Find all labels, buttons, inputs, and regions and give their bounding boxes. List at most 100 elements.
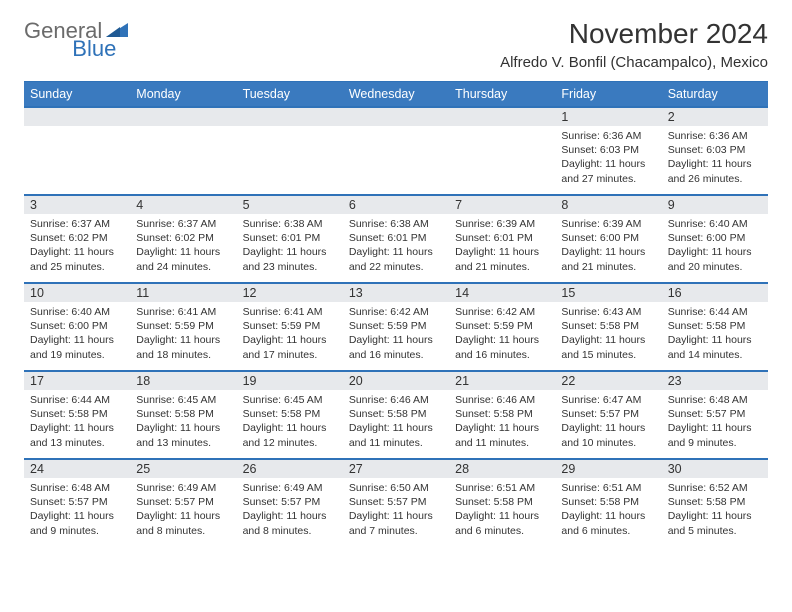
- day-number: 27: [343, 460, 449, 478]
- calendar-cell: 13Sunrise: 6:42 AMSunset: 5:59 PMDayligh…: [343, 283, 449, 371]
- day-content: Sunrise: 6:50 AMSunset: 5:57 PMDaylight:…: [343, 478, 449, 542]
- calendar-week: 1Sunrise: 6:36 AMSunset: 6:03 PMDaylight…: [24, 107, 768, 195]
- day-content: Sunrise: 6:45 AMSunset: 5:58 PMDaylight:…: [237, 390, 343, 454]
- day-content: Sunrise: 6:37 AMSunset: 6:02 PMDaylight:…: [130, 214, 236, 278]
- day-number: 25: [130, 460, 236, 478]
- day-content: Sunrise: 6:48 AMSunset: 5:57 PMDaylight:…: [662, 390, 768, 454]
- calendar-cell: 28Sunrise: 6:51 AMSunset: 5:58 PMDayligh…: [449, 459, 555, 547]
- day-number-empty: [24, 108, 130, 126]
- day-content: Sunrise: 6:41 AMSunset: 5:59 PMDaylight:…: [237, 302, 343, 366]
- calendar-cell: 22Sunrise: 6:47 AMSunset: 5:57 PMDayligh…: [555, 371, 661, 459]
- calendar-cell: [130, 107, 236, 195]
- day-number: 2: [662, 108, 768, 126]
- calendar-cell: 14Sunrise: 6:42 AMSunset: 5:59 PMDayligh…: [449, 283, 555, 371]
- day-number: 20: [343, 372, 449, 390]
- day-content: Sunrise: 6:39 AMSunset: 6:01 PMDaylight:…: [449, 214, 555, 278]
- calendar-cell: 2Sunrise: 6:36 AMSunset: 6:03 PMDaylight…: [662, 107, 768, 195]
- calendar-cell: 29Sunrise: 6:51 AMSunset: 5:58 PMDayligh…: [555, 459, 661, 547]
- day-content: Sunrise: 6:48 AMSunset: 5:57 PMDaylight:…: [24, 478, 130, 542]
- calendar-cell: 17Sunrise: 6:44 AMSunset: 5:58 PMDayligh…: [24, 371, 130, 459]
- day-header: Friday: [555, 82, 661, 108]
- day-number: 7: [449, 196, 555, 214]
- day-number: 30: [662, 460, 768, 478]
- day-content: Sunrise: 6:51 AMSunset: 5:58 PMDaylight:…: [555, 478, 661, 542]
- calendar-cell: 11Sunrise: 6:41 AMSunset: 5:59 PMDayligh…: [130, 283, 236, 371]
- month-title: November 2024: [500, 18, 768, 50]
- calendar-cell: 3Sunrise: 6:37 AMSunset: 6:02 PMDaylight…: [24, 195, 130, 283]
- day-number-empty: [130, 108, 236, 126]
- day-number: 10: [24, 284, 130, 302]
- day-content: Sunrise: 6:44 AMSunset: 5:58 PMDaylight:…: [662, 302, 768, 366]
- calendar-cell: 25Sunrise: 6:49 AMSunset: 5:57 PMDayligh…: [130, 459, 236, 547]
- day-number: 3: [24, 196, 130, 214]
- day-number: 13: [343, 284, 449, 302]
- calendar-body: 1Sunrise: 6:36 AMSunset: 6:03 PMDaylight…: [24, 107, 768, 547]
- calendar-table: SundayMondayTuesdayWednesdayThursdayFrid…: [24, 81, 768, 547]
- day-number: 14: [449, 284, 555, 302]
- day-content: Sunrise: 6:46 AMSunset: 5:58 PMDaylight:…: [449, 390, 555, 454]
- day-content: Sunrise: 6:38 AMSunset: 6:01 PMDaylight:…: [343, 214, 449, 278]
- day-content: Sunrise: 6:41 AMSunset: 5:59 PMDaylight:…: [130, 302, 236, 366]
- logo-text-blue: Blue: [72, 36, 116, 62]
- day-content: Sunrise: 6:42 AMSunset: 5:59 PMDaylight:…: [449, 302, 555, 366]
- day-content: Sunrise: 6:37 AMSunset: 6:02 PMDaylight:…: [24, 214, 130, 278]
- calendar-cell: [237, 107, 343, 195]
- day-number: 24: [24, 460, 130, 478]
- calendar-cell: 12Sunrise: 6:41 AMSunset: 5:59 PMDayligh…: [237, 283, 343, 371]
- calendar-cell: 9Sunrise: 6:40 AMSunset: 6:00 PMDaylight…: [662, 195, 768, 283]
- day-header: Tuesday: [237, 82, 343, 108]
- day-number: 22: [555, 372, 661, 390]
- day-number: 16: [662, 284, 768, 302]
- day-header: Wednesday: [343, 82, 449, 108]
- calendar-cell: 26Sunrise: 6:49 AMSunset: 5:57 PMDayligh…: [237, 459, 343, 547]
- calendar-cell: 7Sunrise: 6:39 AMSunset: 6:01 PMDaylight…: [449, 195, 555, 283]
- day-content: Sunrise: 6:47 AMSunset: 5:57 PMDaylight:…: [555, 390, 661, 454]
- day-content: Sunrise: 6:52 AMSunset: 5:58 PMDaylight:…: [662, 478, 768, 542]
- day-content: Sunrise: 6:43 AMSunset: 5:58 PMDaylight:…: [555, 302, 661, 366]
- calendar-week: 3Sunrise: 6:37 AMSunset: 6:02 PMDaylight…: [24, 195, 768, 283]
- logo: General Blue: [24, 18, 176, 44]
- day-header: Thursday: [449, 82, 555, 108]
- title-block: November 2024 Alfredo V. Bonfil (Chacamp…: [500, 18, 768, 71]
- day-number: 4: [130, 196, 236, 214]
- calendar-cell: 27Sunrise: 6:50 AMSunset: 5:57 PMDayligh…: [343, 459, 449, 547]
- day-number: 26: [237, 460, 343, 478]
- day-number: 6: [343, 196, 449, 214]
- calendar-cell: 18Sunrise: 6:45 AMSunset: 5:58 PMDayligh…: [130, 371, 236, 459]
- day-number: 19: [237, 372, 343, 390]
- day-number: 1: [555, 108, 661, 126]
- day-content: Sunrise: 6:39 AMSunset: 6:00 PMDaylight:…: [555, 214, 661, 278]
- calendar-head: SundayMondayTuesdayWednesdayThursdayFrid…: [24, 82, 768, 108]
- day-header: Monday: [130, 82, 236, 108]
- day-content: Sunrise: 6:40 AMSunset: 6:00 PMDaylight:…: [662, 214, 768, 278]
- day-number: 8: [555, 196, 661, 214]
- calendar-cell: 1Sunrise: 6:36 AMSunset: 6:03 PMDaylight…: [555, 107, 661, 195]
- calendar-cell: 6Sunrise: 6:38 AMSunset: 6:01 PMDaylight…: [343, 195, 449, 283]
- day-header: Saturday: [662, 82, 768, 108]
- location: Alfredo V. Bonfil (Chacampalco), Mexico: [500, 54, 768, 71]
- calendar-cell: 19Sunrise: 6:45 AMSunset: 5:58 PMDayligh…: [237, 371, 343, 459]
- day-number: 18: [130, 372, 236, 390]
- day-content: Sunrise: 6:51 AMSunset: 5:58 PMDaylight:…: [449, 478, 555, 542]
- day-number-empty: [237, 108, 343, 126]
- calendar-cell: 23Sunrise: 6:48 AMSunset: 5:57 PMDayligh…: [662, 371, 768, 459]
- day-number: 21: [449, 372, 555, 390]
- day-content: Sunrise: 6:45 AMSunset: 5:58 PMDaylight:…: [130, 390, 236, 454]
- day-content: Sunrise: 6:44 AMSunset: 5:58 PMDaylight:…: [24, 390, 130, 454]
- calendar-cell: [343, 107, 449, 195]
- header: General Blue November 2024 Alfredo V. Bo…: [24, 18, 768, 71]
- day-number: 5: [237, 196, 343, 214]
- day-number: 15: [555, 284, 661, 302]
- day-number: 12: [237, 284, 343, 302]
- calendar-cell: 24Sunrise: 6:48 AMSunset: 5:57 PMDayligh…: [24, 459, 130, 547]
- day-content: Sunrise: 6:42 AMSunset: 5:59 PMDaylight:…: [343, 302, 449, 366]
- day-content: Sunrise: 6:49 AMSunset: 5:57 PMDaylight:…: [237, 478, 343, 542]
- calendar-cell: [449, 107, 555, 195]
- day-content: Sunrise: 6:36 AMSunset: 6:03 PMDaylight:…: [662, 126, 768, 190]
- day-content: Sunrise: 6:38 AMSunset: 6:01 PMDaylight:…: [237, 214, 343, 278]
- day-number: 9: [662, 196, 768, 214]
- day-number-empty: [343, 108, 449, 126]
- calendar-cell: 30Sunrise: 6:52 AMSunset: 5:58 PMDayligh…: [662, 459, 768, 547]
- day-number-empty: [449, 108, 555, 126]
- calendar-cell: 20Sunrise: 6:46 AMSunset: 5:58 PMDayligh…: [343, 371, 449, 459]
